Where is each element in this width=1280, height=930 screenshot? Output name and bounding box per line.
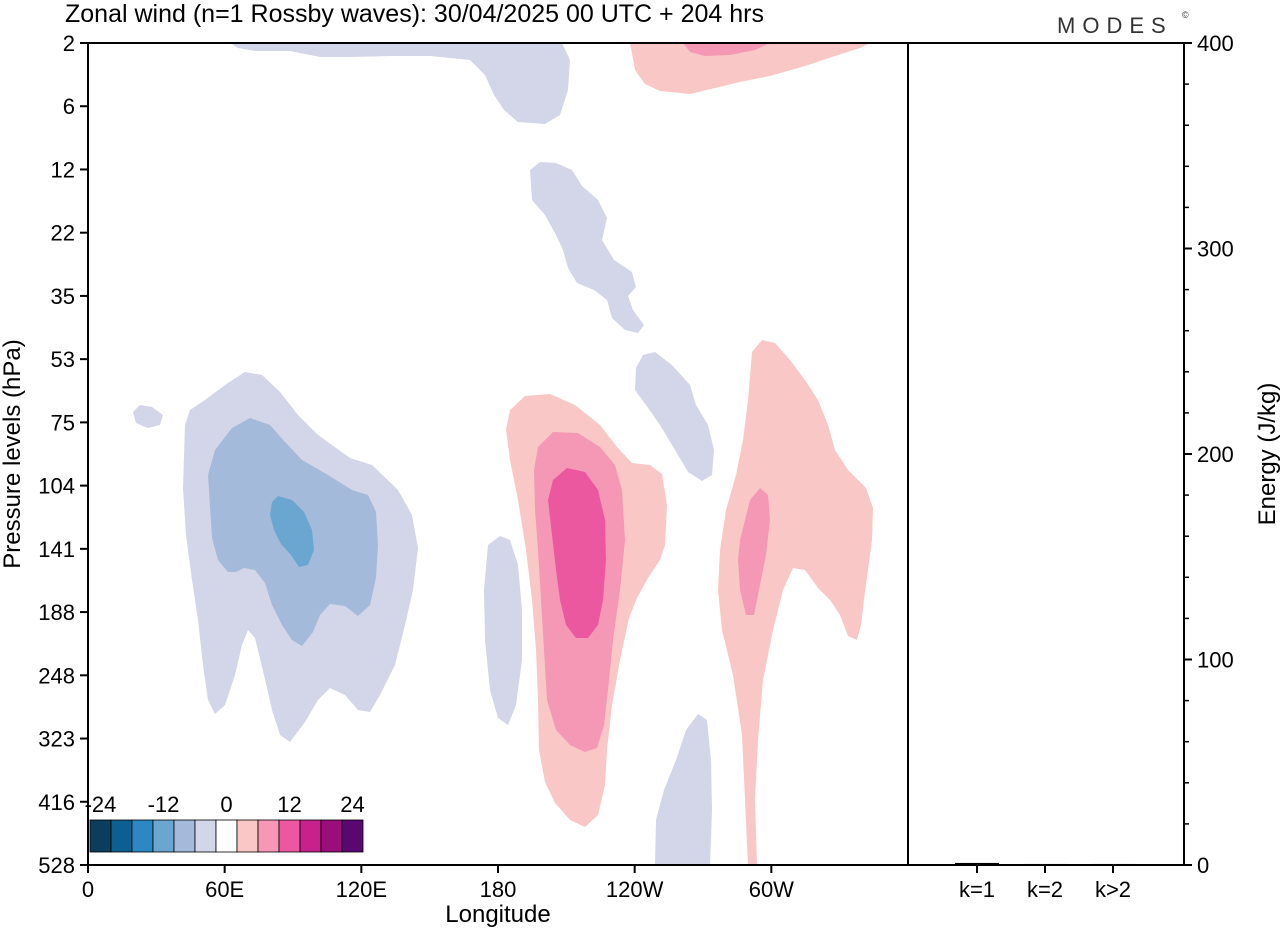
energy-bar — [1023, 863, 1067, 865]
contour-pos8-top — [683, 43, 770, 56]
y-tick-label: 35 — [51, 284, 75, 309]
x-tick-label: 180 — [480, 877, 517, 902]
contour-neg4-180 — [484, 536, 522, 725]
colorbar-label: -24 — [85, 792, 117, 817]
energy-category-label: k=2 — [1027, 877, 1063, 902]
y-tick-label: 2 — [63, 31, 75, 56]
colorbar-label: 0 — [220, 792, 232, 817]
y-tick-label: 6 — [63, 94, 75, 119]
axes: 0 60E 120E 180 120W 60W 2 6 12 22 35 53 75 104 141 188… — [38, 31, 1233, 902]
colorbar-cell — [299, 819, 322, 853]
y-axis-ticks: 2 6 12 22 35 53 75 104 141 188 248 323 416 528 — [38, 31, 88, 878]
contour-neg4-speck — [133, 405, 163, 428]
colorbar-cell — [257, 819, 280, 853]
contour-neg4-surface — [655, 714, 712, 865]
colorbar-cell — [131, 819, 154, 853]
y-axis-label: Pressure levels (hPa) — [0, 339, 26, 568]
energy-axis-label: Energy (J/kg) — [1254, 383, 1280, 526]
energy-tick-label: 300 — [1197, 237, 1234, 262]
energy-category-label: k=1 — [959, 877, 995, 902]
colorbar-cell — [194, 819, 217, 853]
y-tick-label: 188 — [38, 600, 75, 625]
energy-bar — [955, 862, 999, 865]
colorbar-label: 24 — [340, 792, 364, 817]
colorbar-label: -12 — [148, 792, 180, 817]
y-tick-label: 53 — [51, 347, 75, 372]
energy-tick-label: 100 — [1197, 648, 1234, 673]
y-tick-label: 248 — [38, 663, 75, 688]
x-tick-label: 120W — [606, 877, 664, 902]
colorbar-cell — [152, 819, 175, 853]
colorbar-cell — [278, 819, 301, 853]
contour-neg4-streak — [530, 162, 644, 333]
x-tick-label: 60E — [205, 877, 244, 902]
energy-tick-label: 200 — [1197, 442, 1234, 467]
y-tick-label: 12 — [51, 157, 75, 182]
contour-neg4-top — [230, 43, 570, 124]
x-tick-label: 0 — [82, 877, 94, 902]
colorbar-cell — [320, 819, 343, 853]
energy-bars: k=1 k=2 k>2 — [955, 862, 1135, 902]
modes-logo: MODES © — [1057, 10, 1189, 38]
logo-copyright-mark: © — [1182, 10, 1189, 20]
colorbar-label: 12 — [277, 792, 301, 817]
y-tick-label: 141 — [38, 537, 75, 562]
contour-neg12-core — [270, 496, 314, 567]
y-tick-label: 22 — [51, 221, 75, 246]
y-tick-label: 104 — [38, 474, 75, 499]
x-tick-label: 120E — [336, 877, 387, 902]
contour-field: -24 -12 0 12 24 — [85, 43, 873, 865]
contour-pos8-east — [738, 488, 770, 615]
colorbar-cell — [173, 819, 196, 853]
energy-tick-label: 400 — [1197, 31, 1234, 56]
y-tick-label: 75 — [51, 410, 75, 435]
contour-pos4-top — [630, 43, 870, 94]
contour-pos4-east — [718, 340, 873, 865]
colorbar-cell — [341, 819, 364, 853]
y-tick-label: 528 — [38, 853, 75, 878]
colorbar-cell — [236, 819, 259, 853]
contour-neg4-mid-east — [635, 352, 714, 481]
energy-category-label: k>2 — [1095, 877, 1131, 902]
colorbar: -24 -12 0 12 24 — [85, 785, 366, 854]
x-axis-ticks: 0 60E 120E 180 120W 60W — [82, 865, 794, 902]
colorbar-cell — [215, 819, 238, 853]
energy-axis-ticks: 0 100 200 300 400 — [1184, 31, 1234, 878]
y-tick-label: 323 — [38, 727, 75, 752]
colorbar-cell — [110, 819, 133, 853]
chart-title: Zonal wind (n=1 Rossby waves): 30/04/202… — [65, 0, 764, 28]
x-axis-label: Longitude — [445, 901, 550, 928]
y-tick-label: 416 — [38, 790, 75, 815]
contour-pos12-central — [548, 468, 606, 638]
energy-tick-label: 0 — [1197, 853, 1209, 878]
colorbar-cell — [89, 819, 112, 853]
energy-bar — [1091, 863, 1135, 865]
x-tick-label: 60W — [749, 877, 794, 902]
logo-text: MODES — [1057, 13, 1173, 38]
